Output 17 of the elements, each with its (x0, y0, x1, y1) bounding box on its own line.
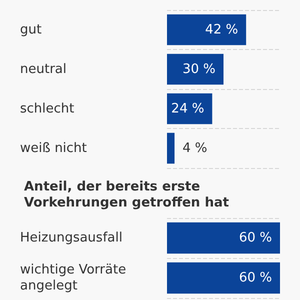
y-tick-label: wichtige Vorräte angelegt (20, 262, 130, 294)
y-tick-label: schlecht (20, 101, 74, 116)
data-label: 4 % (182, 140, 208, 156)
bar (167, 93, 212, 124)
y-tick-label: weiß nicht (20, 140, 87, 156)
bar (167, 54, 224, 85)
data-label: 60 % (238, 270, 272, 286)
y-tick-label: neutral (20, 62, 66, 77)
bar (167, 14, 246, 46)
y-tick-label: Heizungsausfall (20, 230, 122, 246)
data-label: 24 % (171, 101, 204, 116)
y-tick-label: gut (20, 22, 42, 38)
data-label: 30 % (182, 62, 216, 77)
chart-title: Anteil, der bereits erste Vorkehrungen getroffen hat (24, 180, 229, 210)
data-label: 42 % (205, 22, 238, 38)
bar (167, 132, 175, 164)
data-label: 60 % (238, 230, 272, 246)
